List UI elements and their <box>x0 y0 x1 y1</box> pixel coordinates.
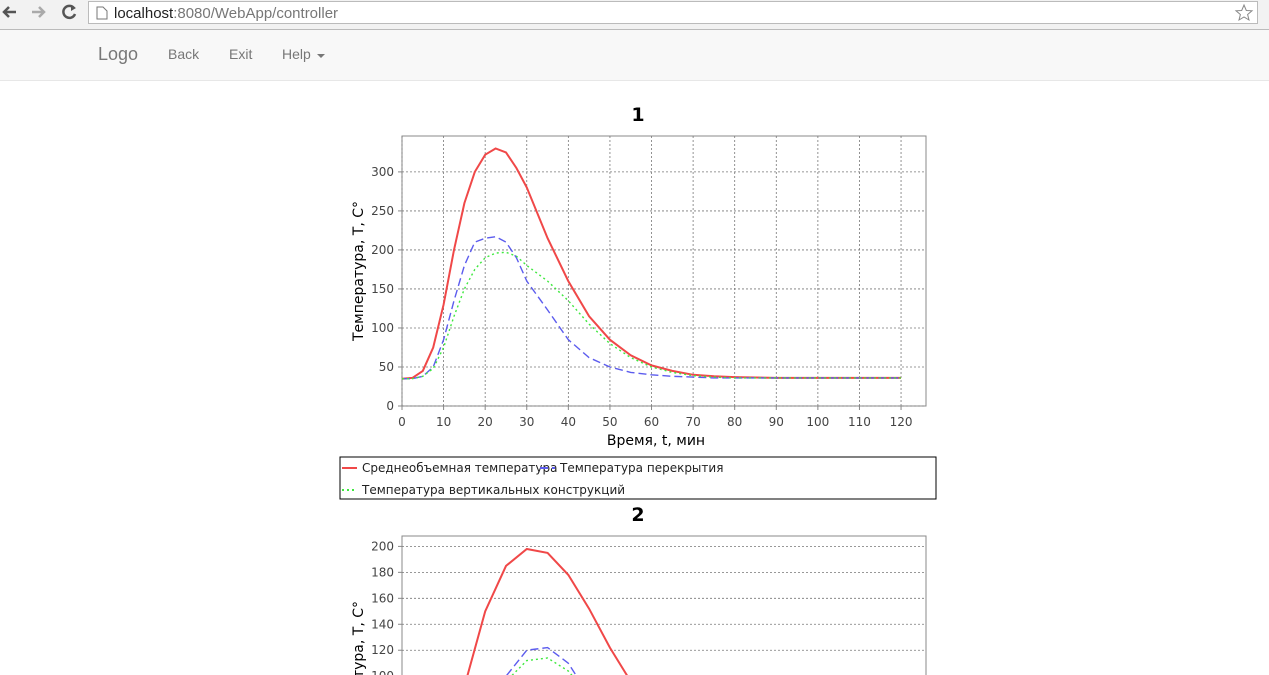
x-tick-label: 50 <box>602 415 617 429</box>
y-axis-label: Температура, T, C° <box>351 601 367 675</box>
page-icon <box>96 6 108 20</box>
url-host: localhost <box>114 5 174 22</box>
x-tick-label: 40 <box>561 415 576 429</box>
y-tick-label: 120 <box>371 643 394 657</box>
series-line <box>401 147 901 380</box>
x-tick-label: 90 <box>769 415 784 429</box>
y-tick-label: 250 <box>371 204 394 218</box>
y-tick-label: 0 <box>386 399 394 413</box>
x-tick-label: 100 <box>806 415 829 429</box>
y-tick-label: 50 <box>379 360 394 374</box>
back-button[interactable] <box>2 6 16 18</box>
series-line <box>511 657 573 675</box>
y-axis-label: Температура, T, C° <box>351 201 367 342</box>
legend-label: Температура перекрытия <box>559 461 723 475</box>
nav-link[interactable]: Help <box>282 46 311 62</box>
nav-buttons <box>2 4 77 20</box>
x-tick-label: 60 <box>644 415 659 429</box>
series-line <box>506 646 577 675</box>
x-tick-label: 80 <box>727 415 742 429</box>
nav-link[interactable]: Exit <box>229 46 253 62</box>
reload-button[interactable] <box>62 4 77 20</box>
x-tick-label: 0 <box>398 415 406 429</box>
bookmark-star[interactable] <box>1234 3 1254 23</box>
y-tick-label: 150 <box>371 282 394 296</box>
y-tick-label: 100 <box>371 669 394 675</box>
plot-area <box>401 535 927 675</box>
nav-link[interactable]: Back <box>168 46 200 62</box>
legend <box>339 456 937 500</box>
x-tick-label: 30 <box>519 415 534 429</box>
browser-toolbar: localhost:8080/WebApp/controller <box>0 0 1269 30</box>
x-tick-label: 110 <box>848 415 871 429</box>
y-tick-label: 160 <box>371 591 394 605</box>
x-axis-label: Время, t, мин <box>607 433 705 449</box>
navbar: Logo Back Exit Help <box>0 30 1269 81</box>
chart-title: 2 <box>631 504 644 526</box>
brand[interactable]: Logo <box>98 44 139 64</box>
forward-button[interactable] <box>32 6 46 18</box>
url-path: :8080/WebApp/controller <box>173 5 339 22</box>
x-tick-label: 120 <box>890 415 913 429</box>
series-line <box>402 235 901 380</box>
x-tick-label: 10 <box>436 415 451 429</box>
address-bar[interactable]: localhost:8080/WebApp/controller <box>88 1 1258 24</box>
series-line <box>402 251 901 380</box>
series-line <box>466 547 628 675</box>
dropdown-caret <box>317 54 325 58</box>
reload-arrow <box>71 5 76 11</box>
x-tick-label: 70 <box>685 415 700 429</box>
x-tick-label: 20 <box>478 415 493 429</box>
y-tick-label: 180 <box>371 565 394 579</box>
y-tick-label: 140 <box>371 617 394 631</box>
y-tick-label: 100 <box>371 321 394 335</box>
y-tick-label: 300 <box>371 165 394 179</box>
legend-label: Температура вертикальных конструкций <box>361 483 625 497</box>
y-tick-label: 200 <box>371 243 394 257</box>
plot-area <box>401 135 927 407</box>
chart-title: 1 <box>631 104 644 126</box>
legend-label: Среднеобъемная температура <box>362 461 557 475</box>
y-tick-label: 200 <box>371 539 394 553</box>
